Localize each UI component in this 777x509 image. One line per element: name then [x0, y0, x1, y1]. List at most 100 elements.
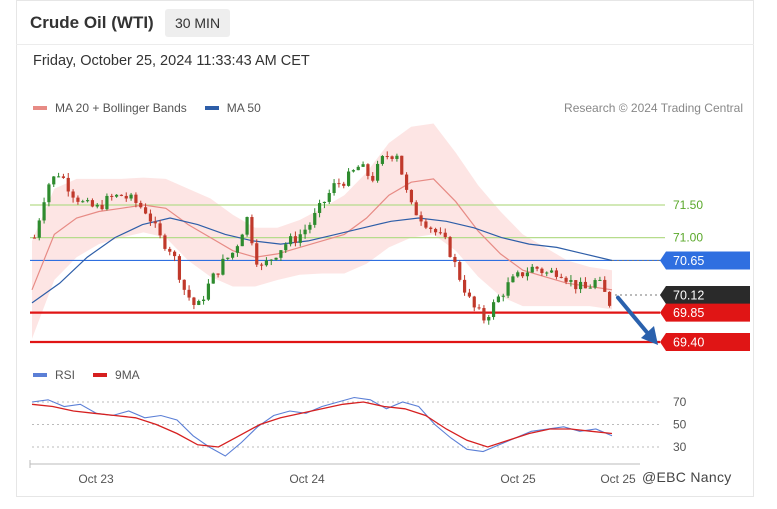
candle-body: [332, 183, 336, 194]
candle-body: [226, 257, 230, 259]
watermark: @EBC Nancy: [642, 469, 732, 485]
candle-body: [540, 268, 544, 274]
candle-body: [143, 207, 148, 214]
candle-body: [90, 200, 95, 207]
instrument-title: Crude Oil (WTI): [30, 13, 154, 32]
candle-body: [433, 228, 438, 233]
candle-body: [448, 237, 452, 257]
candle-body: [414, 202, 418, 216]
candle-body: [516, 272, 520, 277]
rsi-legend: RSI 9MA: [33, 368, 140, 382]
candle-body: [317, 203, 322, 213]
candle-body: [129, 194, 133, 199]
rsi-ma-swatch: [93, 373, 108, 377]
candle-body: [453, 256, 457, 263]
candle-body: [545, 272, 549, 274]
candle-body: [221, 258, 225, 275]
candle-body: [443, 232, 447, 238]
candle-body: [240, 234, 244, 247]
candle-body: [462, 279, 467, 293]
candle-body: [342, 183, 346, 186]
header-divider: [16, 44, 754, 45]
candle-body: [158, 223, 162, 236]
candle-body: [400, 155, 404, 175]
candle-body: [274, 257, 278, 260]
price-tag-label-2: 70.65: [673, 254, 704, 268]
candle-body: [148, 213, 153, 222]
candle-body: [81, 201, 85, 203]
candle-body: [42, 202, 46, 221]
candle-body: [487, 317, 491, 321]
ma20-legend-label: MA 20 + Bollinger Bands: [55, 101, 187, 115]
candle-body: [506, 282, 510, 296]
candle-body: [501, 295, 505, 297]
candle-body: [124, 195, 128, 199]
candle-body: [603, 279, 607, 292]
projection-arrow-shaft: [616, 295, 652, 338]
candle-body: [313, 212, 317, 225]
candle-body: [192, 297, 196, 305]
candle-body: [578, 281, 583, 290]
candle-body: [458, 262, 462, 280]
candle-body: [424, 221, 428, 228]
rsi-legend-label: RSI: [55, 368, 76, 382]
candle-body: [337, 183, 341, 185]
candle-body: [375, 163, 380, 181]
candle-body: [530, 266, 534, 273]
research-credit: Research © 2024 Trading Central: [564, 101, 743, 115]
candle-body: [482, 308, 486, 321]
candle-body: [322, 201, 327, 204]
candle-body: [385, 156, 389, 158]
candle-body: [230, 252, 235, 258]
candle-body: [216, 273, 220, 275]
rsi-level-label-0: 70: [673, 395, 687, 409]
timestamp: Friday, October 25, 2024 11:33:43 AM CET: [33, 53, 310, 69]
candle-body: [361, 164, 365, 167]
candle-body: [366, 164, 370, 176]
candle-body: [390, 156, 394, 159]
candle-body: [235, 246, 240, 253]
candle-body: [380, 156, 385, 164]
candle-body: [371, 175, 375, 181]
candle-body: [52, 176, 56, 185]
candle-body: [139, 202, 143, 208]
candle-body: [264, 260, 269, 266]
candle-body: [511, 276, 515, 283]
candle-body: [66, 177, 70, 192]
rsi-level-label-2: 30: [673, 440, 687, 454]
candle-body: [491, 302, 496, 318]
x-tick-label-3: Oct 25: [600, 472, 636, 486]
projection-arrow-head: [641, 326, 658, 345]
rsi-ma-legend-label: 9MA: [115, 368, 140, 382]
candle-body: [211, 273, 215, 284]
candle-body: [496, 296, 501, 303]
candle-body: [85, 200, 90, 202]
timeframe-button[interactable]: 30 MIN: [165, 9, 230, 37]
price-tag-2: [660, 251, 750, 270]
candle-body: [56, 176, 61, 178]
level-label-1: 71.00: [673, 231, 703, 245]
candle-body: [153, 221, 157, 224]
price-tag-label-3: 70.12: [673, 289, 704, 303]
candle-body: [255, 243, 259, 265]
candle-body: [206, 283, 211, 300]
price-tag-3: [660, 286, 750, 305]
candle-body: [37, 220, 41, 238]
level-label-0: 71.50: [673, 198, 703, 212]
candle-body: [583, 281, 588, 289]
candle-body: [419, 215, 423, 222]
candle-body: [250, 217, 254, 244]
candle-body: [163, 235, 167, 249]
ma50-line: [31, 217, 613, 304]
ma50-legend-label: MA 50: [226, 101, 261, 115]
candle-body: [298, 234, 302, 243]
candle-body: [429, 227, 433, 229]
ma20-line: [31, 178, 613, 291]
candle-body: [168, 248, 172, 252]
rsi-ma-line: [31, 401, 613, 448]
candle-body: [554, 270, 559, 277]
price-tag-4: [660, 303, 750, 322]
rsi-swatch: [33, 373, 47, 377]
candle-body: [598, 279, 602, 281]
